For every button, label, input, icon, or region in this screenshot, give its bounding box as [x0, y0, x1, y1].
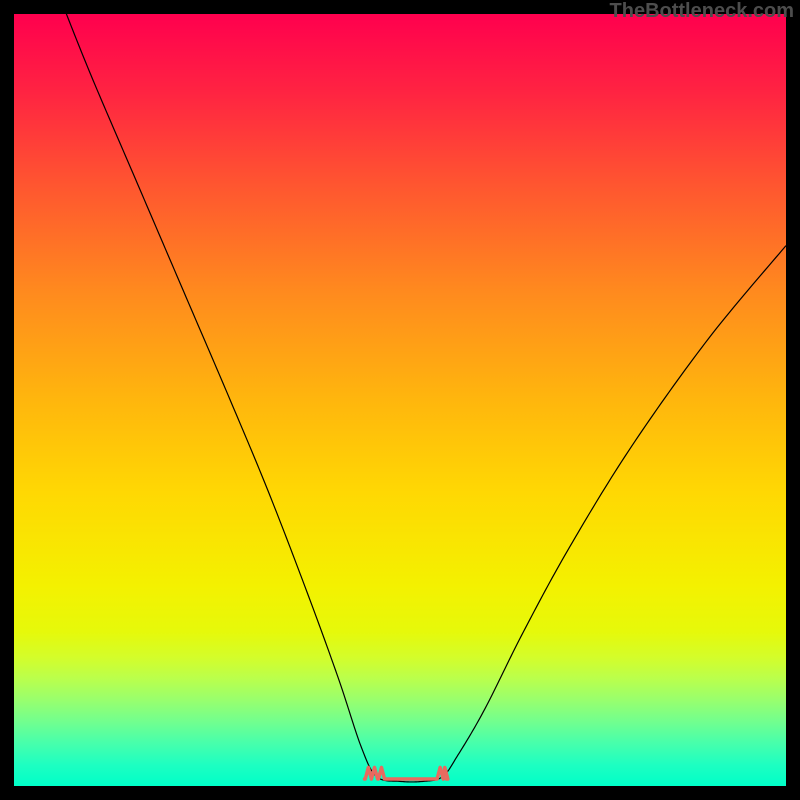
chart-svg	[0, 0, 800, 800]
bottleneck-chart: TheBottleneck.com	[0, 0, 800, 800]
chart-gradient-background	[14, 14, 786, 786]
